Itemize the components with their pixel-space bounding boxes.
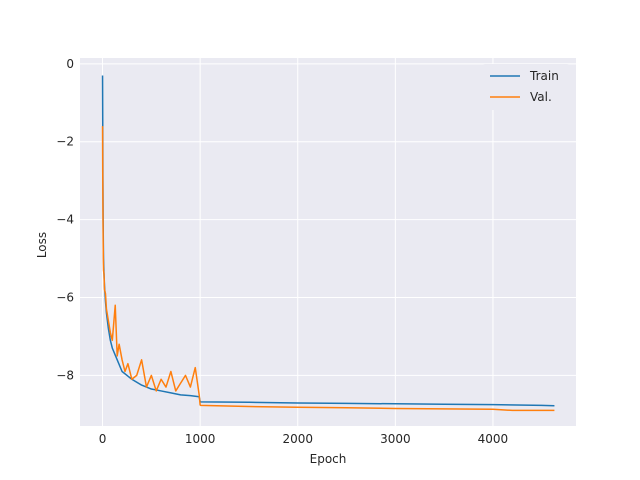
x-tick-labels: 0 1000 2000 3000 4000 — [99, 432, 508, 446]
series-layer — [101, 75, 555, 412]
x-axis-label: Epoch — [310, 452, 347, 466]
x-tick-label: 0 — [99, 432, 107, 446]
y-tick-label: −2 — [56, 135, 74, 149]
y-tick-label: −8 — [56, 368, 74, 382]
x-gridlines — [102, 58, 494, 426]
y-gridlines — [80, 63, 576, 376]
y-tick-label: −6 — [56, 290, 74, 304]
y-tick-label: −4 — [56, 213, 74, 227]
legend-label-val: Val. — [530, 90, 552, 104]
x-tick-label: 2000 — [282, 432, 313, 446]
y-tick-label: 0 — [66, 57, 74, 71]
x-tick-label: 4000 — [478, 432, 509, 446]
plot-area — [80, 58, 576, 426]
legend: Train Val. — [482, 64, 570, 110]
y-tick-labels: 0 −2 −4 −6 −8 — [56, 57, 74, 383]
series-line-val — [101, 126, 555, 412]
y-axis-label: Loss — [35, 232, 49, 258]
x-tick-label: 1000 — [185, 432, 216, 446]
x-tick-label: 3000 — [380, 432, 411, 446]
legend-label-train: Train — [529, 69, 559, 83]
